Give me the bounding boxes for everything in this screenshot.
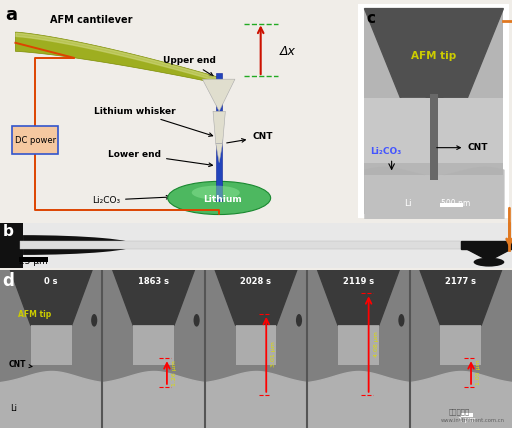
Text: Lithium: Lithium: [203, 194, 242, 204]
Bar: [217, 73, 222, 201]
Bar: [205, 270, 307, 428]
Text: DC power: DC power: [14, 136, 56, 145]
Bar: [338, 325, 379, 365]
Ellipse shape: [191, 186, 240, 199]
Ellipse shape: [194, 314, 200, 327]
Polygon shape: [213, 111, 225, 143]
Text: Li: Li: [403, 199, 411, 208]
Text: CNT: CNT: [437, 143, 487, 152]
Bar: [410, 270, 512, 428]
Text: Δx: Δx: [280, 45, 295, 58]
Ellipse shape: [91, 314, 97, 327]
Bar: [365, 98, 503, 175]
Polygon shape: [466, 249, 512, 261]
Text: AFM cantilever: AFM cantilever: [50, 15, 132, 25]
Bar: [31, 325, 72, 365]
Polygon shape: [215, 270, 297, 325]
Text: 2028 s: 2028 s: [241, 277, 271, 286]
Text: 1 μm: 1 μm: [458, 417, 476, 423]
Text: 500 nm: 500 nm: [441, 199, 471, 208]
Text: 25 μm: 25 μm: [19, 257, 48, 266]
Text: a: a: [5, 6, 17, 24]
Text: 1863 s: 1863 s: [138, 277, 169, 286]
Polygon shape: [461, 241, 512, 249]
Bar: [440, 325, 481, 365]
Polygon shape: [317, 270, 399, 325]
Polygon shape: [443, 98, 467, 175]
Wedge shape: [23, 235, 136, 255]
Ellipse shape: [474, 258, 504, 267]
Bar: [19, 257, 48, 262]
Text: 2177 s: 2177 s: [445, 277, 476, 286]
Text: 1.05 μm: 1.05 μm: [476, 360, 481, 386]
Bar: [365, 163, 503, 175]
Text: AFM tip: AFM tip: [411, 51, 457, 61]
Text: AFM tip: AFM tip: [18, 310, 52, 319]
Bar: [430, 94, 438, 180]
Text: CNT: CNT: [8, 360, 32, 369]
Text: 4.08 μm: 4.08 μm: [374, 331, 379, 357]
Polygon shape: [401, 98, 425, 175]
Text: c: c: [366, 11, 375, 26]
Text: Li: Li: [10, 404, 17, 413]
Polygon shape: [420, 270, 502, 325]
Text: b: b: [3, 224, 13, 239]
Text: Li₂CO₃: Li₂CO₃: [92, 196, 170, 205]
Polygon shape: [365, 9, 503, 98]
FancyBboxPatch shape: [12, 126, 58, 154]
Polygon shape: [113, 270, 195, 325]
Text: CNT: CNT: [227, 132, 272, 143]
Ellipse shape: [296, 314, 302, 327]
Text: 2119 s: 2119 s: [343, 277, 374, 286]
Bar: [440, 203, 463, 207]
Text: 1.26 μm: 1.26 μm: [172, 360, 177, 386]
Text: 0 s: 0 s: [45, 277, 58, 286]
Text: www.instrument.com.cn: www.instrument.com.cn: [440, 418, 504, 422]
Polygon shape: [15, 32, 218, 83]
Bar: [461, 413, 473, 417]
Bar: [0, 270, 102, 428]
Text: Li₂CO₃: Li₂CO₃: [371, 147, 402, 157]
Polygon shape: [10, 270, 92, 325]
Bar: [20, 241, 461, 249]
Text: 3.01 μm: 3.01 μm: [271, 342, 276, 367]
Text: Lithium whisker: Lithium whisker: [94, 107, 212, 137]
Bar: [236, 325, 276, 365]
Polygon shape: [202, 79, 235, 111]
Text: Lower end: Lower end: [108, 149, 212, 166]
Polygon shape: [216, 143, 223, 163]
Bar: [0, 223, 23, 268]
Bar: [133, 325, 174, 365]
Text: Upper end: Upper end: [163, 56, 216, 76]
Ellipse shape: [168, 181, 271, 214]
Bar: [307, 270, 410, 428]
Text: d: d: [3, 272, 14, 290]
Bar: [102, 270, 205, 428]
Text: 仪器信息网: 仪器信息网: [449, 409, 470, 416]
Ellipse shape: [398, 314, 404, 327]
